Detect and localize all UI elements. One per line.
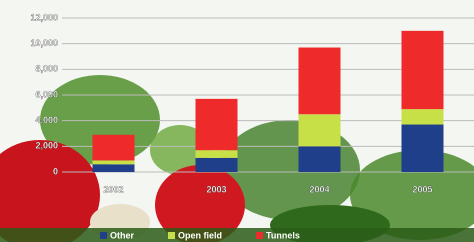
legend-label: Open field (178, 230, 222, 240)
bar-segment (402, 109, 444, 124)
bar-segment (93, 135, 135, 161)
bar-segment (402, 31, 444, 109)
legend-swatch (168, 232, 175, 239)
bar-segment (299, 114, 341, 146)
x-tick-label: 2005 (412, 184, 432, 194)
legend-label: Other (110, 230, 135, 240)
bar-segment (299, 146, 341, 172)
bar-segment (196, 99, 238, 150)
page: {"chart_data": {"type": "bar", "stacked"… (0, 0, 474, 242)
bar-segment (196, 158, 238, 172)
bar-segment (93, 160, 135, 164)
y-tick-label: 6,000 (35, 89, 58, 99)
bar-segment (196, 150, 238, 158)
x-tick-label: 2002 (103, 184, 123, 194)
legend-label: Tunnels (266, 230, 300, 240)
y-tick-label: 0 (53, 166, 58, 176)
legend-swatch (256, 232, 263, 239)
y-tick-label: 2,000 (35, 141, 58, 151)
bar-segment (299, 48, 341, 115)
legend-swatch (100, 232, 107, 239)
y-tick-label: 4,000 (35, 115, 58, 125)
chart: 0 2,000 4,000 6,000 8,000 10,000 12,000 2002 200… (0, 0, 474, 242)
bar-segment (93, 164, 135, 172)
y-tick-label: 12,000 (30, 12, 58, 22)
y-tick-label: 8,000 (35, 64, 58, 74)
y-tick-label: 10,000 (30, 38, 58, 48)
bar-segment (402, 125, 444, 172)
x-tick-label: 2004 (309, 184, 329, 194)
x-tick-label: 2003 (206, 184, 226, 194)
